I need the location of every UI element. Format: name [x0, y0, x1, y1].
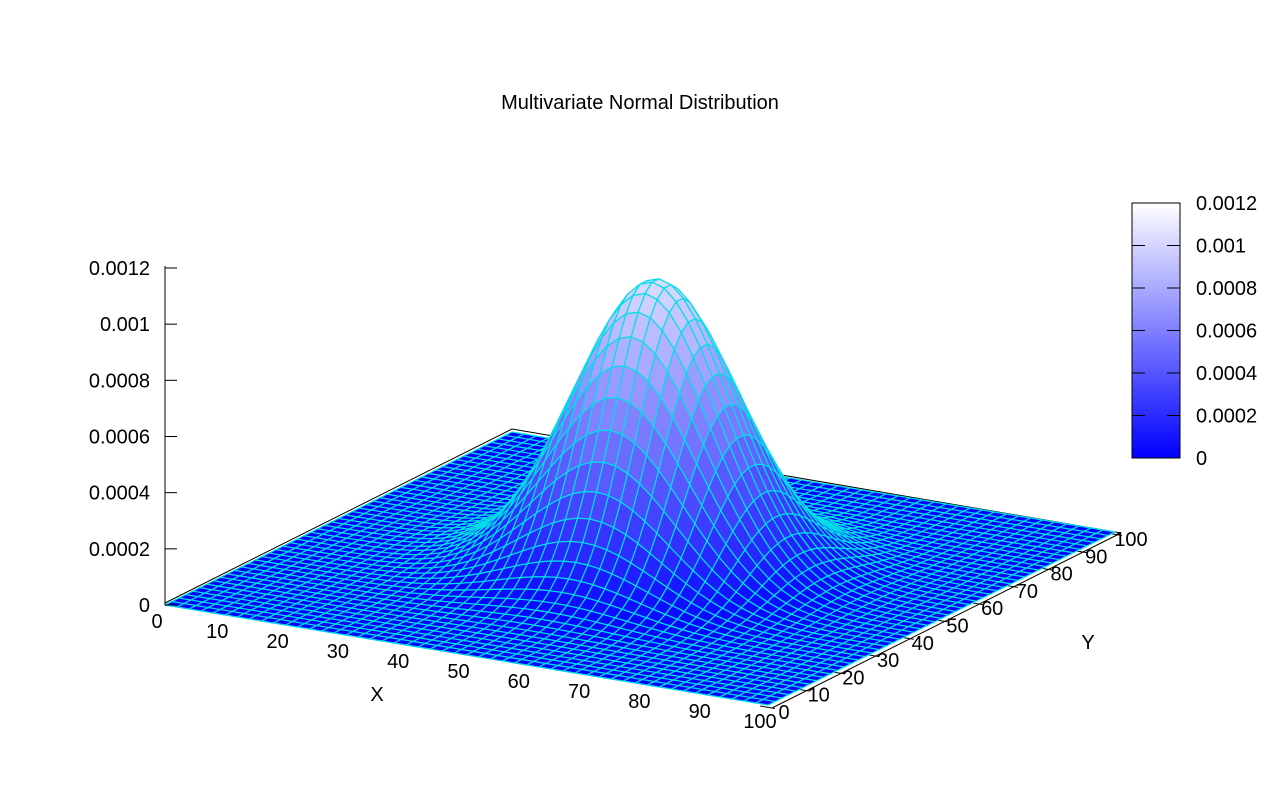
z-tick-label: 0.0006	[89, 427, 150, 449]
z-tick-label: 0.0004	[89, 483, 150, 505]
x-tick-label: 80	[628, 691, 650, 713]
y-tick-label: 60	[981, 598, 1003, 620]
z-tick-label: 0.0012	[89, 258, 150, 280]
chart-title: Multivariate Normal Distribution	[501, 92, 779, 114]
colorbar-tick-label: 0.0006	[1196, 321, 1257, 343]
y-tick-label: 70	[1016, 581, 1038, 603]
x-tick-label: 10	[206, 621, 228, 643]
x-tick-label: 90	[689, 701, 711, 723]
z-tick-label: 0.0002	[89, 539, 150, 561]
y-axis-label: Y	[1081, 632, 1095, 654]
y-tick-label: 80	[1050, 564, 1072, 586]
y-tick-label: 90	[1085, 546, 1107, 568]
y-tick-label: 30	[877, 650, 899, 672]
y-tick-label: 40	[912, 633, 934, 655]
y-tick-label: 100	[1114, 529, 1147, 551]
surface-mesh	[164, 278, 1116, 706]
z-tick-label: 0.0008	[89, 370, 150, 392]
z-axis: 0 0.0002 0.0004 0.0006 0.0008 0.001 0.0012	[89, 258, 177, 617]
colorbar: 0 0.0002 0.0004 0.0006 0.0008 0.001 0.0012	[1131, 193, 1257, 470]
y-tick-label: 0	[778, 702, 789, 724]
colorbar-tick-label: 0.0012	[1196, 193, 1257, 215]
colorbar-tick-label: 0	[1196, 448, 1207, 470]
y-tick-label: 50	[946, 616, 968, 638]
y-tick-label: 10	[808, 685, 830, 707]
x-axis-label: X	[370, 684, 384, 706]
x-tick-label: 20	[266, 631, 288, 653]
x-tick-label: 50	[447, 661, 469, 683]
colorbar-tick-label: 0.001	[1196, 236, 1246, 258]
x-tick-label: 70	[568, 681, 590, 703]
colorbar-tick-label: 0.0002	[1196, 406, 1257, 428]
colorbar-tick-label: 0.0004	[1196, 363, 1257, 385]
x-tick-label: 60	[508, 671, 530, 693]
z-tick-label: 0	[139, 595, 150, 617]
x-tick-label: 40	[387, 651, 409, 673]
x-tick-labels: 0 10 20 30 40 50 60 70 80 90 100	[151, 611, 776, 733]
x-tick-label: 100	[743, 711, 776, 733]
z-tick-label: 0.001	[100, 314, 150, 336]
x-tick-label: 0	[151, 611, 162, 633]
y-tick-labels: 0 10 20 30 40 50 60 70 80 90 100	[778, 529, 1147, 724]
colorbar-tick-label: 0.0008	[1196, 278, 1257, 300]
y-tick-label: 20	[842, 667, 864, 689]
x-tick-label: 30	[327, 641, 349, 663]
